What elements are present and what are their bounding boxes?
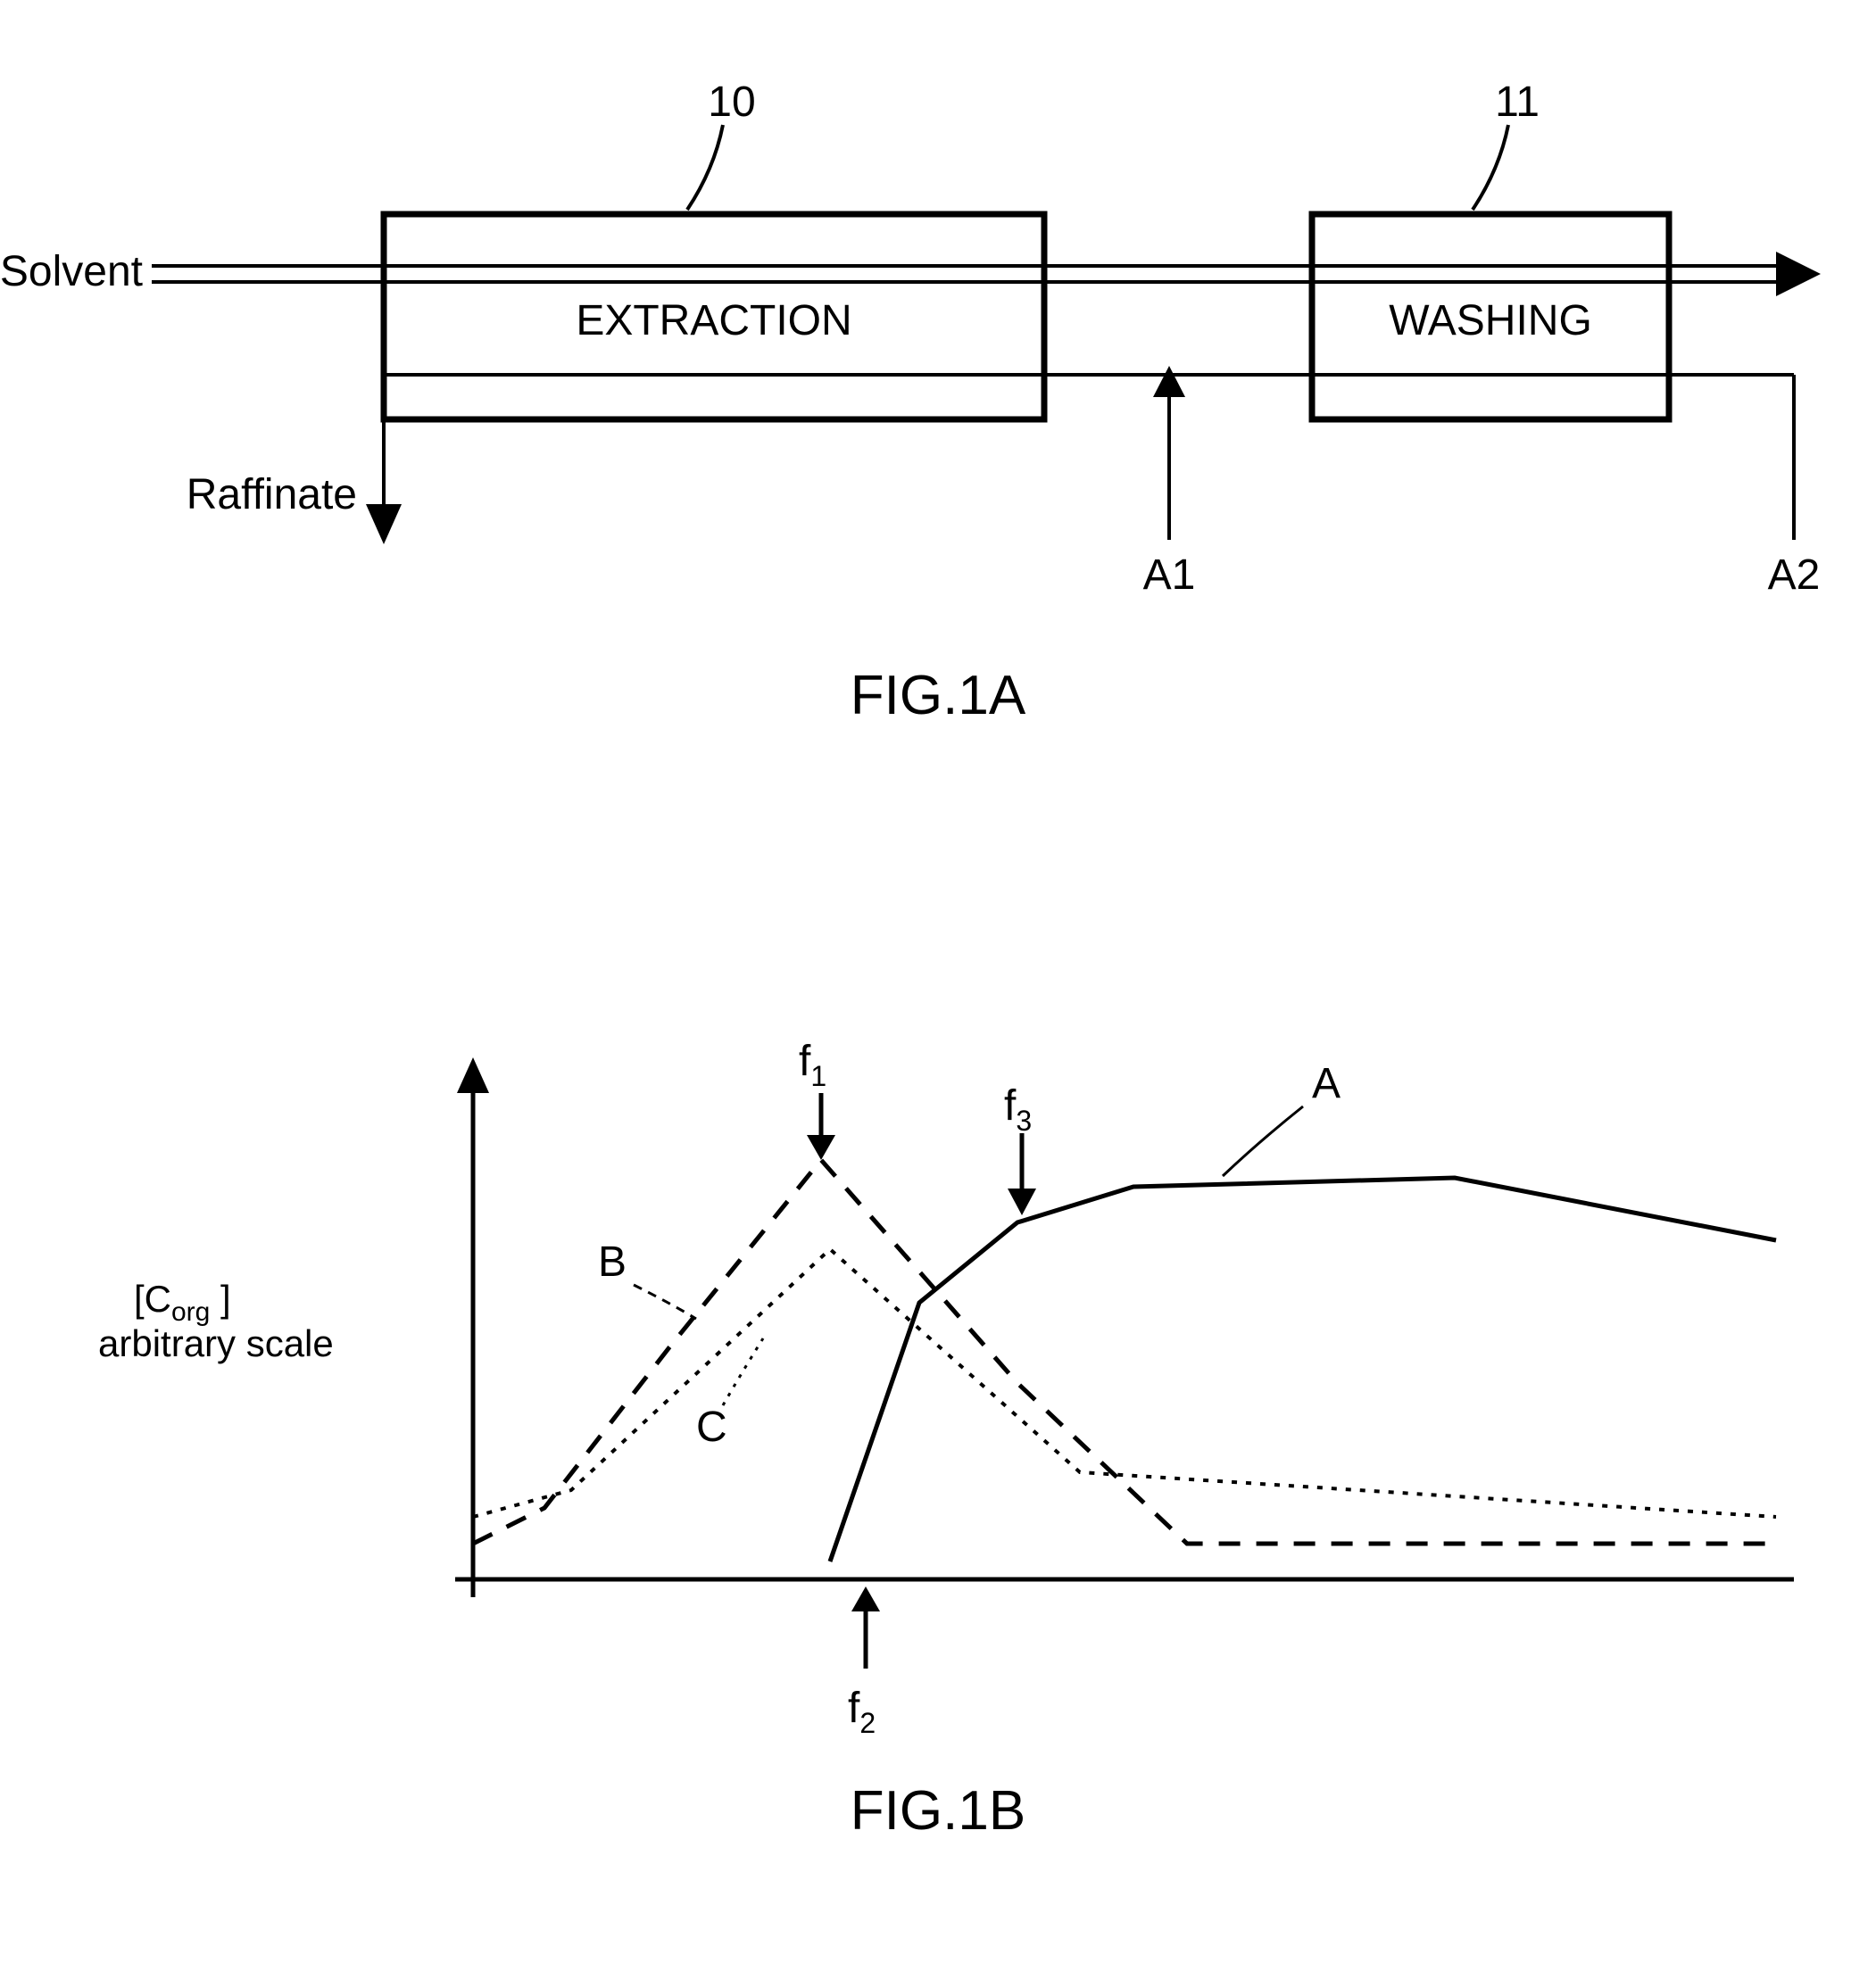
- f2-label: f2: [848, 1685, 876, 1739]
- leader-11: [1473, 125, 1508, 210]
- series-a: [830, 1178, 1776, 1561]
- f1-f: f: [799, 1038, 811, 1085]
- y-label-line2: arbitrary scale: [98, 1322, 334, 1364]
- page: 10 11 Solvent EXTRACTION WASHING Raffina…: [0, 0, 1876, 1988]
- leader-10: [687, 125, 723, 210]
- num-10: 10: [708, 79, 755, 126]
- f1-sub: 1: [810, 1060, 826, 1092]
- fig-1b-svg: A B C f1 f3 f2 [Corg ] arbitrary scale F…: [0, 892, 1876, 1874]
- f2-arrowhead: [851, 1586, 880, 1611]
- a1-arrowhead: [1153, 366, 1185, 397]
- solvent-label: Solvent: [0, 248, 143, 295]
- y-label-line1: [Corg ]: [134, 1278, 231, 1327]
- fig1a-caption: FIG.1A: [851, 665, 1026, 726]
- f3-f: f: [1004, 1082, 1017, 1130]
- fig-1a-svg: 10 11 Solvent EXTRACTION WASHING Raffina…: [0, 54, 1876, 732]
- a1-label: A1: [1143, 551, 1196, 599]
- f3-sub: 3: [1016, 1105, 1032, 1137]
- raffinate-arrowhead: [366, 504, 402, 544]
- fig1b-caption: FIG.1B: [851, 1780, 1025, 1842]
- f3-arrowhead: [1008, 1189, 1036, 1215]
- washing-label: WASHING: [1389, 297, 1592, 344]
- y-label-part2: ]: [210, 1278, 230, 1320]
- y-axis-arrowhead: [457, 1057, 489, 1093]
- label-a: A: [1312, 1060, 1341, 1107]
- raffinate-label: Raffinate: [187, 471, 357, 518]
- f1-arrowhead: [807, 1135, 835, 1160]
- f3-label: f3: [1004, 1082, 1032, 1137]
- leader-b: [634, 1285, 696, 1319]
- a2-label: A2: [1768, 551, 1821, 599]
- f1-label: f1: [799, 1038, 826, 1092]
- f2-f: f: [848, 1685, 860, 1732]
- num-11: 11: [1495, 79, 1540, 126]
- f2-sub: 2: [859, 1707, 876, 1739]
- label-b: B: [598, 1238, 627, 1286]
- label-c: C: [696, 1404, 727, 1451]
- extraction-label: EXTRACTION: [576, 297, 851, 344]
- leader-a: [1223, 1106, 1303, 1176]
- leader-c: [723, 1338, 763, 1405]
- series-b: [473, 1160, 1776, 1544]
- solvent-arrowhead: [1776, 252, 1821, 296]
- y-label-part1: [C: [134, 1278, 171, 1320]
- series-c: [473, 1249, 1776, 1517]
